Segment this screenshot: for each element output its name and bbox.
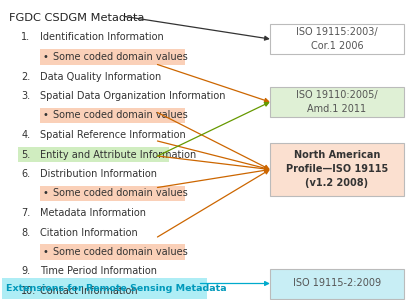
FancyBboxPatch shape — [40, 244, 185, 260]
Text: 3.: 3. — [21, 91, 30, 101]
FancyBboxPatch shape — [40, 108, 185, 123]
Text: Identification Information: Identification Information — [40, 32, 164, 43]
FancyBboxPatch shape — [270, 24, 404, 54]
Text: •: • — [43, 110, 49, 121]
Text: Some coded domain values: Some coded domain values — [53, 110, 188, 121]
Text: Data Quality Information: Data Quality Information — [40, 71, 161, 82]
FancyBboxPatch shape — [40, 186, 185, 201]
Text: 6.: 6. — [21, 169, 30, 179]
Text: 4.: 4. — [21, 130, 30, 140]
Text: North American
Profile—ISO 19115
(v1.2 2008): North American Profile—ISO 19115 (v1.2 2… — [286, 151, 388, 188]
Text: Spatial Data Organization Information: Spatial Data Organization Information — [40, 91, 226, 101]
Text: Distribution Information: Distribution Information — [40, 169, 157, 179]
Text: •: • — [43, 247, 49, 257]
Text: ISO 19115-2:2009: ISO 19115-2:2009 — [293, 278, 381, 289]
Text: Extensions for Remote Sensing Metadata: Extensions for Remote Sensing Metadata — [6, 284, 227, 293]
Text: Citation Information: Citation Information — [40, 227, 138, 238]
Text: 10.: 10. — [21, 286, 36, 296]
Text: Metadata Information: Metadata Information — [40, 208, 146, 218]
Text: Some coded domain values: Some coded domain values — [53, 52, 188, 62]
Text: 8.: 8. — [21, 227, 30, 238]
FancyBboxPatch shape — [40, 49, 185, 65]
Text: Contact Information: Contact Information — [40, 286, 138, 296]
FancyBboxPatch shape — [18, 147, 169, 162]
FancyBboxPatch shape — [270, 87, 404, 117]
Text: Some coded domain values: Some coded domain values — [53, 188, 188, 199]
Text: ISO 19115:2003/
Cor.1 2006: ISO 19115:2003/ Cor.1 2006 — [296, 27, 378, 51]
Text: Time Period Information: Time Period Information — [40, 266, 157, 277]
Text: 5.: 5. — [21, 149, 31, 160]
Text: •: • — [43, 188, 49, 199]
FancyBboxPatch shape — [270, 268, 404, 298]
Text: 7.: 7. — [21, 208, 31, 218]
Text: 2.: 2. — [21, 71, 31, 82]
FancyBboxPatch shape — [270, 143, 404, 196]
Text: FGDC CSDGM Metadata: FGDC CSDGM Metadata — [9, 13, 144, 22]
Text: •: • — [43, 52, 49, 62]
Text: 9.: 9. — [21, 266, 30, 277]
Text: Some coded domain values: Some coded domain values — [53, 247, 188, 257]
Text: Entity and Attribute Information: Entity and Attribute Information — [40, 149, 196, 160]
Text: ISO 19110:2005/
Amd.1 2011: ISO 19110:2005/ Amd.1 2011 — [296, 90, 378, 114]
FancyBboxPatch shape — [2, 278, 207, 299]
Text: Spatial Reference Information: Spatial Reference Information — [40, 130, 186, 140]
Text: 1.: 1. — [21, 32, 30, 43]
